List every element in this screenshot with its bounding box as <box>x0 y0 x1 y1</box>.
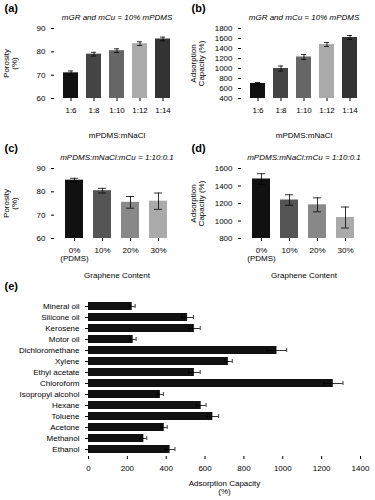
svg-text:(d): (d) <box>192 142 206 154</box>
svg-text:800: 800 <box>237 464 251 473</box>
svg-text:1200: 1200 <box>313 464 331 473</box>
svg-text:1800: 1800 <box>215 24 233 33</box>
svg-text:1:12: 1:12 <box>132 106 148 115</box>
svg-text:Isopropyl alcohol: Isopropyl alcohol <box>19 390 79 399</box>
svg-text:Xylene: Xylene <box>55 357 80 366</box>
svg-text:1:6: 1:6 <box>65 106 77 115</box>
svg-text:1:12: 1:12 <box>319 106 335 115</box>
svg-text:(c): (c) <box>5 142 19 154</box>
svg-text:200: 200 <box>121 464 135 473</box>
svg-text:30%: 30% <box>150 246 166 255</box>
svg-text:AdsorptionCapacity (%): AdsorptionCapacity (%) <box>189 180 206 226</box>
svg-text:800: 800 <box>219 234 233 243</box>
svg-text:1600: 1600 <box>215 164 233 173</box>
svg-text:1000: 1000 <box>215 64 233 73</box>
svg-text:0: 0 <box>86 464 91 473</box>
svg-text:AdsorptionCapacity (%): AdsorptionCapacity (%) <box>189 40 206 86</box>
svg-text:1:6: 1:6 <box>252 106 264 115</box>
svg-text:(b): (b) <box>192 2 206 14</box>
svg-text:90: 90 <box>37 164 46 173</box>
svg-text:mPDMS:mNaCl:mCu = 1:10:0.1: mPDMS:mNaCl:mCu = 1:10:0.1 <box>60 153 174 162</box>
svg-text:mPDMS:mNaCl: mPDMS:mNaCl <box>89 131 146 140</box>
svg-text:1400: 1400 <box>215 44 233 53</box>
svg-text:Hexane: Hexane <box>52 401 80 410</box>
svg-text:1:8: 1:8 <box>88 106 100 115</box>
svg-text:mPDMS:mNaCl: mPDMS:mNaCl <box>276 131 333 140</box>
svg-text:1:8: 1:8 <box>275 106 287 115</box>
svg-text:Ethyl acetate: Ethyl acetate <box>33 368 80 377</box>
svg-text:60: 60 <box>37 94 46 103</box>
svg-text:1400: 1400 <box>352 464 370 473</box>
svg-text:80: 80 <box>37 47 46 56</box>
svg-text:Porosity(%): Porosity(%) <box>2 49 19 78</box>
svg-text:1000: 1000 <box>274 464 292 473</box>
svg-text:20%: 20% <box>309 246 325 255</box>
svg-text:Acetone: Acetone <box>50 423 80 432</box>
svg-text:400: 400 <box>160 464 174 473</box>
svg-text:10%: 10% <box>281 246 297 255</box>
svg-text:mGR and mCu = 10% mPDMS: mGR and mCu = 10% mPDMS <box>249 13 360 22</box>
svg-text:1:10: 1:10 <box>296 106 312 115</box>
svg-text:Graphene Content: Graphene Content <box>84 271 151 280</box>
svg-text:800: 800 <box>219 74 233 83</box>
svg-text:mGR and mCu = 10% mPDMS: mGR and mCu = 10% mPDMS <box>62 13 173 22</box>
svg-text:mPDMS:mNaCl:mCu = 1:10:0.1: mPDMS:mNaCl:mCu = 1:10:0.1 <box>247 153 361 162</box>
svg-text:Ethanol: Ethanol <box>52 445 79 454</box>
svg-text:Chloroform: Chloroform <box>40 379 80 388</box>
svg-text:Adsorption Capacity(%): Adsorption Capacity(%) <box>189 479 261 496</box>
svg-text:400: 400 <box>219 94 233 103</box>
svg-text:Graphene Content: Graphene Content <box>271 271 338 280</box>
svg-text:10%: 10% <box>94 246 110 255</box>
svg-text:1:14: 1:14 <box>342 106 358 115</box>
svg-text:90: 90 <box>37 24 46 33</box>
svg-text:Kerosene: Kerosene <box>45 324 80 333</box>
svg-text:Motor oil: Motor oil <box>49 335 80 344</box>
svg-text:30%: 30% <box>337 246 353 255</box>
svg-text:600: 600 <box>219 84 233 93</box>
svg-text:(a): (a) <box>5 2 19 14</box>
svg-text:Silicone oil: Silicone oil <box>41 313 79 322</box>
svg-text:(e): (e) <box>5 280 19 292</box>
svg-text:1400: 1400 <box>215 182 233 191</box>
svg-text:Mineral oil: Mineral oil <box>43 302 80 311</box>
svg-text:1200: 1200 <box>215 54 233 63</box>
svg-text:20%: 20% <box>122 246 138 255</box>
svg-text:70: 70 <box>37 71 46 80</box>
svg-text:80: 80 <box>37 187 46 196</box>
svg-text:Methanol: Methanol <box>47 434 80 443</box>
svg-text:Toluene: Toluene <box>51 412 80 421</box>
svg-text:60: 60 <box>37 234 46 243</box>
svg-text:70: 70 <box>37 211 46 220</box>
svg-text:Dichloromethane: Dichloromethane <box>19 346 80 355</box>
svg-text:600: 600 <box>198 464 212 473</box>
svg-text:Porosity(%): Porosity(%) <box>2 189 19 218</box>
svg-text:0%(PDMS): 0%(PDMS) <box>60 246 89 263</box>
svg-text:1000: 1000 <box>215 217 233 226</box>
svg-text:1600: 1600 <box>215 34 233 43</box>
svg-text:1:10: 1:10 <box>109 106 125 115</box>
svg-text:1:14: 1:14 <box>155 106 171 115</box>
svg-text:1200: 1200 <box>215 199 233 208</box>
svg-text:0%(PDMS): 0%(PDMS) <box>247 246 276 263</box>
